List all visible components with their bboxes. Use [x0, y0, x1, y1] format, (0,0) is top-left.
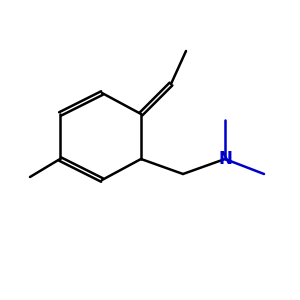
Text: N: N: [218, 150, 232, 168]
